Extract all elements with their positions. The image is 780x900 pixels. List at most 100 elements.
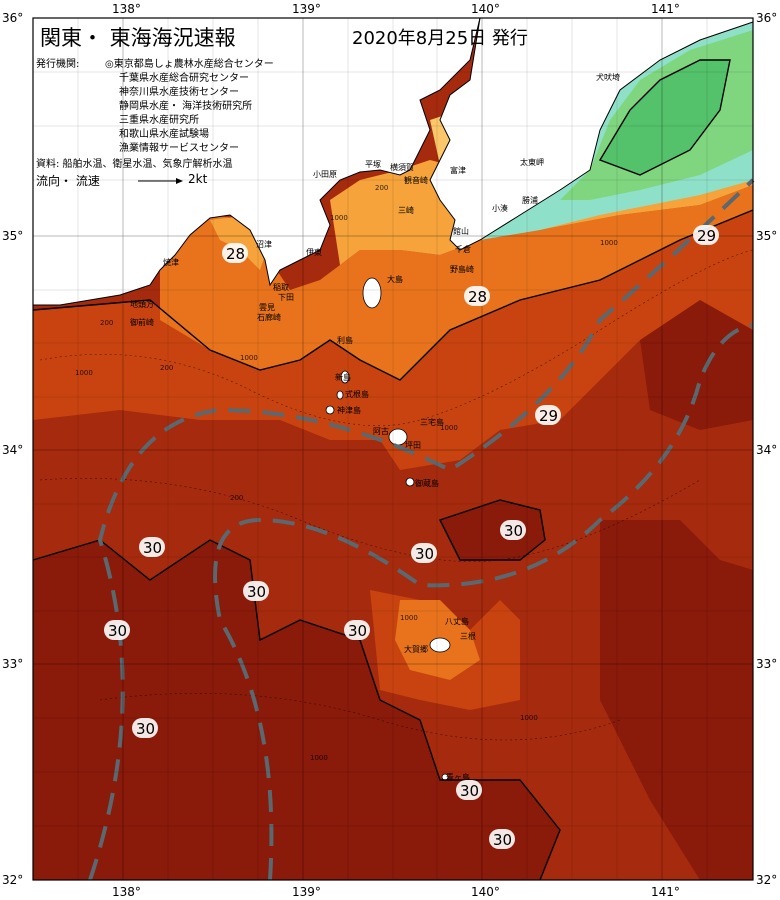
place-name: 横須賀 — [390, 162, 414, 172]
place-name: 御蔵島 — [415, 478, 439, 488]
depth-label: 1000 — [310, 754, 328, 762]
depth-label: 1000 — [400, 614, 418, 622]
temperature-label: 30 — [132, 718, 158, 738]
issue-date: 2020年8月25日 発行 — [352, 28, 528, 49]
place-name: 小湊 — [492, 203, 508, 213]
place-name: 式根島 — [345, 389, 369, 399]
minor-grid — [33, 18, 753, 880]
svg-text:28: 28 — [468, 288, 487, 306]
svg-text:29: 29 — [539, 407, 558, 425]
svg-text:30: 30 — [108, 622, 127, 640]
temperature-label: 30 — [500, 520, 526, 540]
lat-tick-left: 33° — [2, 657, 23, 671]
flow-arrow-icon — [138, 178, 183, 184]
svg-text:30: 30 — [143, 539, 162, 557]
depth-label: 200 — [100, 319, 113, 327]
lat-tick-left: 32° — [2, 873, 23, 887]
temperature-label: 30 — [243, 581, 269, 601]
place-name: 青ヶ島 — [446, 772, 470, 782]
issuer-item: 千葉県水産総合研究センター — [119, 73, 249, 84]
temperature-label: 30 — [344, 620, 370, 640]
place-name: 観音崎 — [404, 175, 428, 185]
land — [32, 17, 754, 306]
temperature-label: 30 — [456, 780, 482, 800]
place-name: 沼津 — [256, 239, 272, 249]
issuer-item: 静岡県水産・ 海洋技術研究所 — [119, 101, 253, 112]
isotherm-lines — [32, 59, 754, 881]
place-name: 神津島 — [337, 405, 361, 415]
temperature-label: 29 — [693, 225, 719, 245]
place-name: 大賀郷 — [404, 644, 428, 654]
place-name: 大島 — [387, 274, 403, 284]
cold-coastal-water — [480, 22, 753, 240]
depth-labels: 200 1000 200 1000 1000 200 1000 1000 200… — [75, 184, 618, 762]
issuer-item: 三重県水産研究所 — [119, 115, 199, 126]
depth-label: 1000 — [240, 354, 258, 362]
temperature-label: 28 — [464, 286, 490, 306]
lat-lon-grid — [33, 18, 753, 880]
issuer-item: ◎東京都島しょ農林水産総合センター — [105, 59, 274, 70]
svg-text:30: 30 — [493, 831, 512, 849]
place-name: 野島崎 — [450, 264, 474, 274]
place-name: 館山 — [453, 226, 469, 236]
svg-text:30: 30 — [460, 782, 479, 800]
lon-tick-top: 141° — [651, 2, 680, 16]
temperature-labels: 28 28 29 29 30 30 30 30 — [104, 225, 719, 849]
warm-pool-regions — [33, 300, 753, 880]
depth-contours — [39, 249, 754, 741]
lat-tick-right: 33° — [756, 657, 777, 671]
lat-tick-right: 35° — [756, 229, 777, 243]
place-name: 三根 — [460, 631, 476, 641]
lat-tick-right: 32° — [756, 873, 777, 887]
depth-label: 200 — [160, 364, 173, 372]
place-name: 三崎 — [398, 205, 414, 215]
lat-tick-left: 36° — [2, 11, 23, 25]
place-name: 勝浦 — [522, 195, 538, 205]
issuer-label: 発行機関: — [36, 59, 80, 70]
lon-tick-bottom: 140° — [471, 885, 500, 899]
lon-tick-bottom: 141° — [651, 885, 680, 899]
flow-scale: 2kt — [188, 172, 208, 186]
map-title: 関東・ 東海海況速報 — [40, 26, 236, 50]
place-name: 稲取 — [273, 282, 289, 292]
place-name: 千倉 — [455, 244, 471, 254]
depth-label: 1000 — [75, 369, 93, 377]
temperature-label: 29 — [535, 405, 561, 425]
lat-tick-right: 34° — [756, 443, 777, 457]
place-name: 地頭方 — [130, 299, 154, 309]
place-name: 御前崎 — [130, 317, 154, 327]
lon-tick-bottom: 138° — [112, 885, 141, 899]
place-name: 坪田 — [405, 441, 421, 450]
depth-label: 1000 — [330, 214, 348, 222]
svg-text:29: 29 — [697, 227, 716, 245]
lat-tick-left: 34° — [2, 443, 23, 457]
place-name: 雲見 — [259, 303, 275, 312]
lat-tick-right: 36° — [756, 11, 777, 25]
place-name: 焼津 — [163, 257, 179, 267]
depth-label: 1000 — [440, 424, 458, 432]
lon-tick-bottom: 139° — [292, 885, 321, 899]
place-name: 阿古 — [373, 426, 389, 436]
place-name: 石廊崎 — [257, 312, 281, 322]
place-name: 八丈島 — [445, 616, 469, 626]
lon-tick-top: 139° — [292, 2, 321, 16]
issuer-item: 和歌山県水産試験場 — [119, 129, 209, 140]
svg-text:30: 30 — [415, 545, 434, 563]
place-name: 犬吠埼 — [596, 72, 620, 82]
svg-text:30: 30 — [504, 522, 523, 540]
temperature-label: 30 — [489, 829, 515, 849]
place-name: 新島 — [335, 372, 351, 382]
svg-text:30: 30 — [348, 622, 367, 640]
place-name: 三宅島 — [420, 417, 444, 427]
lon-tick-top: 140° — [471, 2, 500, 16]
temperature-label: 28 — [222, 243, 248, 263]
svg-text:30: 30 — [247, 583, 266, 601]
islands — [325, 277, 451, 781]
place-name: 平塚 — [365, 160, 381, 169]
svg-text:28: 28 — [226, 245, 245, 263]
temperature-label: 30 — [411, 543, 437, 563]
place-name-labels: 犬吠埼 太東岬 勝浦 小湊 館山 千倉 野島崎 富津 観音崎 横須賀 平塚 小田… — [130, 72, 620, 782]
lon-tick-top: 138° — [112, 2, 141, 16]
place-name: 太東岬 — [520, 157, 544, 167]
